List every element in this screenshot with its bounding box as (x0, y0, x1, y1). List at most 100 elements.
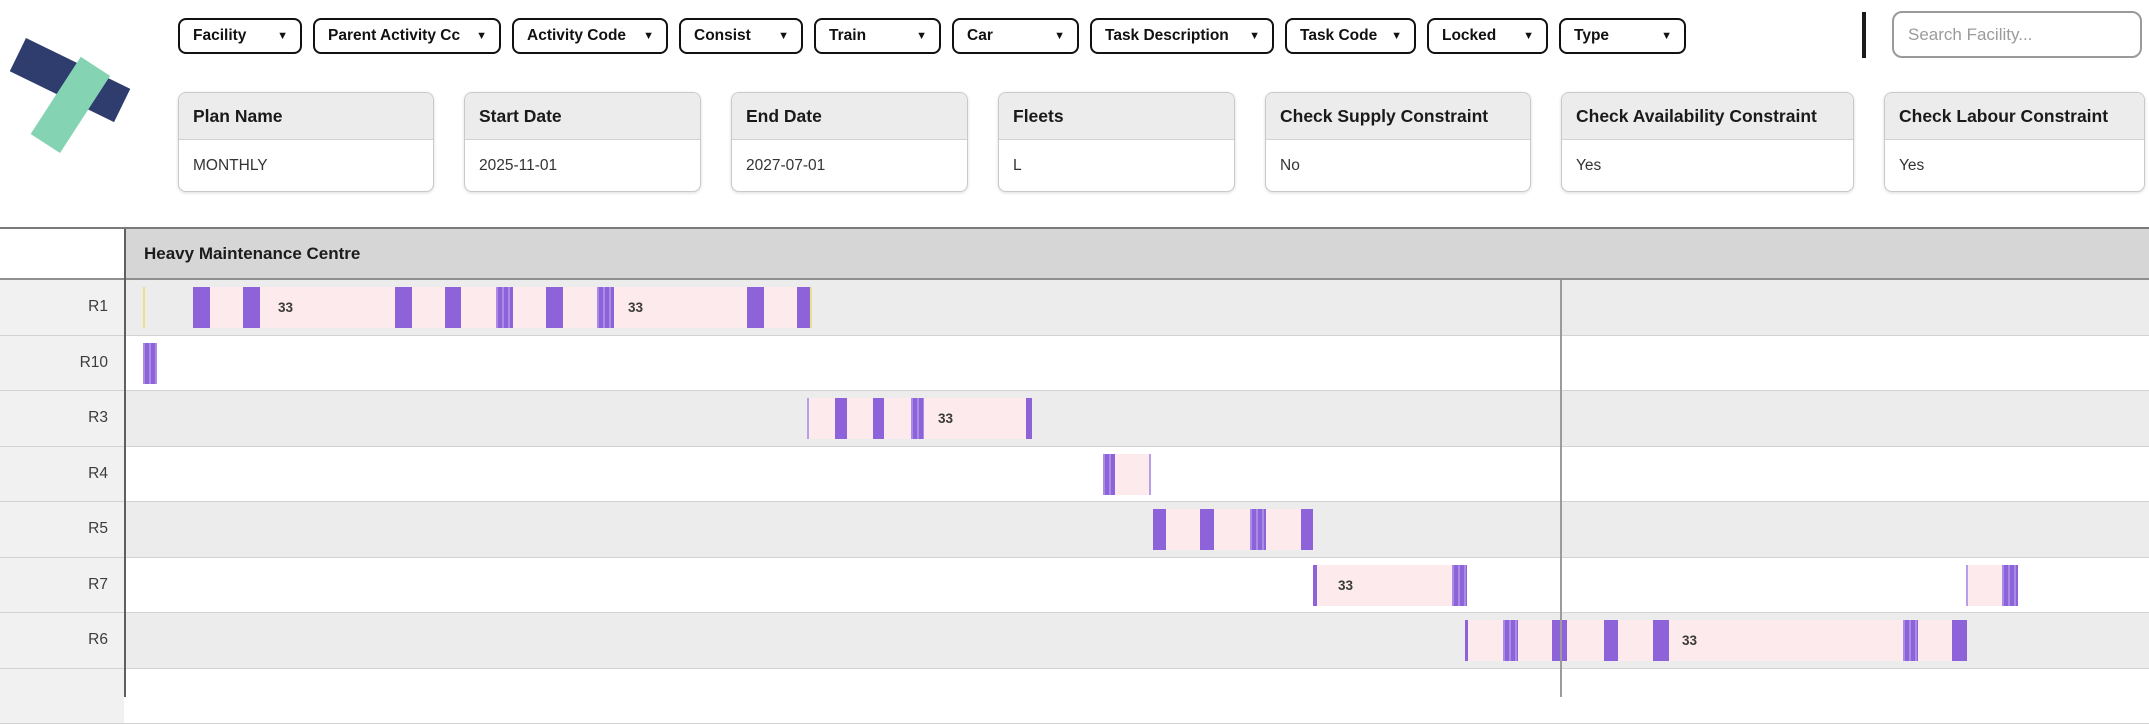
search-facility (1892, 11, 2142, 58)
card-check-supply-constraint: Check Supply Constraint No (1265, 92, 1531, 192)
facility-group-title: Heavy Maintenance Centre (144, 229, 360, 278)
card-value: L (999, 140, 1234, 192)
gantt-vertical-marker-line (1560, 280, 1562, 697)
task-bar-striped[interactable] (597, 287, 614, 328)
filter-car-dropdown[interactable]: Car ▼ (952, 18, 1079, 54)
row-label: R5 (0, 502, 124, 557)
card-value: Yes (1562, 140, 1853, 192)
chevron-down-icon: ▼ (1523, 30, 1534, 42)
task-bar[interactable] (873, 398, 884, 439)
gantt-row-r4[interactable]: R4 (0, 447, 2149, 503)
gantt-corner-cell (0, 229, 124, 278)
card-fleets: Fleets L (998, 92, 1235, 192)
task-duration-band[interactable] (1968, 565, 2002, 606)
filter-train-dropdown[interactable]: Train ▼ (814, 18, 941, 54)
card-title: Start Date (465, 93, 700, 140)
duration-label: 33 (1338, 565, 1353, 606)
gantt-row-r10[interactable]: R10 (0, 336, 2149, 392)
task-bar-thin[interactable] (1313, 565, 1317, 606)
row-label: R6 (0, 613, 124, 668)
task-bar-striped[interactable] (1503, 620, 1518, 661)
duration-label: 33 (1682, 620, 1697, 661)
card-title: Check Supply Constraint (1266, 93, 1530, 140)
task-duration-band[interactable] (1153, 509, 1313, 550)
task-bar[interactable] (747, 287, 764, 328)
task-bar-striped[interactable] (2002, 565, 2018, 606)
task-duration-band[interactable] (1115, 454, 1149, 495)
app-logo (20, 22, 170, 162)
task-bar-striped[interactable] (1452, 565, 1467, 606)
task-bar-thin[interactable] (1465, 620, 1468, 661)
task-bar[interactable] (1301, 509, 1313, 550)
task-bar[interactable] (1026, 398, 1032, 439)
filter-label: Train (829, 27, 866, 45)
card-title: Plan Name (179, 93, 433, 140)
task-bar[interactable] (546, 287, 563, 328)
task-bar[interactable] (1653, 620, 1669, 661)
task-bar[interactable] (445, 287, 461, 328)
row-label: R1 (0, 280, 124, 335)
card-title: Fleets (999, 93, 1234, 140)
task-bar[interactable] (835, 398, 847, 439)
filter-task-description-dropdown[interactable]: Task Description ▼ (1090, 18, 1274, 54)
filter-label: Locked (1442, 27, 1496, 45)
filter-label: Car (967, 27, 993, 45)
task-start-line[interactable] (1149, 454, 1151, 495)
task-bar-striped[interactable] (911, 398, 924, 439)
task-bar-striped[interactable] (1103, 454, 1115, 495)
task-bar-striped[interactable] (1250, 509, 1266, 550)
task-bar[interactable] (1153, 509, 1166, 550)
task-bar[interactable] (193, 287, 210, 328)
filter-activity-code-dropdown[interactable]: Activity Code ▼ (512, 18, 668, 54)
gantt-row-r6[interactable]: R6 33 (0, 613, 2149, 669)
card-plan-name: Plan Name MONTHLY (178, 92, 434, 192)
card-value: 2027-07-01 (732, 140, 967, 192)
card-title: Check Availability Constraint (1562, 93, 1853, 140)
search-facility-input[interactable] (1892, 11, 2142, 58)
gantt-row-r5[interactable]: R5 (0, 502, 2149, 558)
task-duration-band[interactable] (1468, 620, 1967, 661)
task-bar[interactable] (1200, 509, 1214, 550)
filter-facility-dropdown[interactable]: Facility ▼ (178, 18, 302, 54)
chevron-down-icon: ▼ (1391, 30, 1402, 42)
gantt-column-border (124, 229, 126, 697)
filter-dropdown-row: Facility ▼ Parent Activity Cc ▼ Activity… (178, 18, 1686, 54)
chevron-down-icon: ▼ (1249, 30, 1260, 42)
task-bar[interactable] (395, 287, 412, 328)
filter-type-dropdown[interactable]: Type ▼ (1559, 18, 1686, 54)
row-label (0, 669, 124, 724)
duration-label: 33 (938, 398, 953, 439)
filter-label: Activity Code (527, 27, 626, 45)
chevron-down-icon: ▼ (1054, 30, 1065, 42)
task-bar-striped[interactable] (1903, 620, 1918, 661)
filter-label: Type (1574, 27, 1609, 45)
task-bar-striped[interactable] (143, 343, 157, 384)
filter-label: Consist (694, 27, 751, 45)
filter-locked-dropdown[interactable]: Locked ▼ (1427, 18, 1548, 54)
card-value: MONTHLY (179, 140, 433, 192)
filter-parent-activity-code-dropdown[interactable]: Parent Activity Cc ▼ (313, 18, 501, 54)
task-bar-striped[interactable] (496, 287, 513, 328)
row-label: R3 (0, 391, 124, 446)
gantt-row-r3[interactable]: R3 33 (0, 391, 2149, 447)
filter-task-code-dropdown[interactable]: Task Code ▼ (1285, 18, 1416, 54)
task-bar[interactable] (1604, 620, 1618, 661)
task-start-line[interactable] (807, 398, 809, 439)
row-label: R4 (0, 447, 124, 502)
task-bar[interactable] (243, 287, 260, 328)
gantt-row-empty[interactable] (0, 669, 2149, 724)
chevron-down-icon: ▼ (277, 30, 288, 42)
task-start-line[interactable] (1966, 565, 1968, 606)
plan-info-cards: Plan Name MONTHLY Start Date 2025-11-01 … (178, 92, 2145, 192)
card-title: Check Labour Constraint (1885, 93, 2144, 140)
card-check-availability-constraint: Check Availability Constraint Yes (1561, 92, 1854, 192)
duration-label: 33 (628, 287, 643, 328)
filter-consist-dropdown[interactable]: Consist ▼ (679, 18, 803, 54)
card-value: 2025-11-01 (465, 140, 700, 192)
chevron-down-icon: ▼ (778, 30, 789, 42)
task-bar[interactable] (1952, 620, 1967, 661)
chevron-down-icon: ▼ (476, 30, 487, 42)
